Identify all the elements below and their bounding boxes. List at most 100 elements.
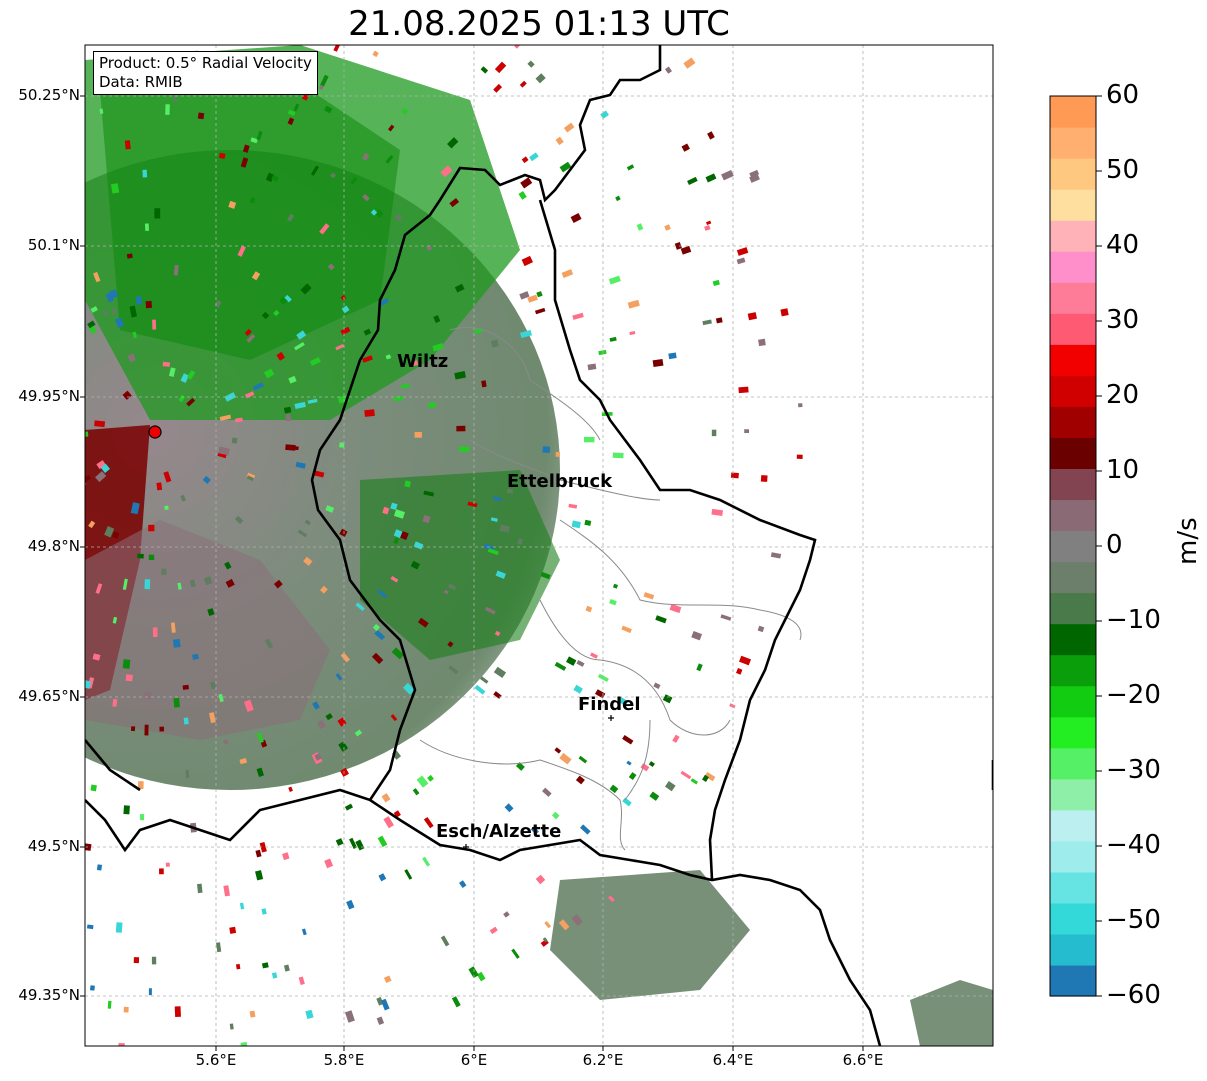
radar-echo-pixel xyxy=(514,45,520,49)
radar-echo-pixel xyxy=(125,674,133,682)
radar-echo-pixel xyxy=(192,653,199,660)
radar-echo-pixel xyxy=(380,998,390,1011)
radar-echo-pixel xyxy=(112,531,120,539)
radar-echo-pixel xyxy=(122,578,128,590)
radar-echo-pixel xyxy=(490,517,498,522)
radar-echo-pixel xyxy=(536,291,543,298)
radar-echo-pixel xyxy=(335,673,343,681)
radar-echo-pixel xyxy=(493,83,503,93)
radar-echo-pixel xyxy=(515,762,525,771)
radar-echo-pixel xyxy=(300,283,312,295)
lon-label: 5.8°E xyxy=(323,1051,365,1069)
radar-echo-pixel xyxy=(715,317,723,324)
radar-echo-pixel xyxy=(520,329,532,339)
radar-echo-pixel xyxy=(612,452,624,459)
radar-echo-pixel xyxy=(712,279,720,287)
colorbar-tick-label: 50 xyxy=(1106,155,1140,185)
radar-echo-pixel xyxy=(202,475,211,484)
radar-echo-pixel xyxy=(152,627,158,638)
radar-echo-pixel xyxy=(112,698,118,707)
radar-echo-pixel xyxy=(626,760,632,766)
radar-echo-pixel xyxy=(749,173,760,183)
radar-echo-pixel xyxy=(628,772,637,781)
radar-echo-pixel xyxy=(736,257,746,265)
radar-echo-pixel xyxy=(404,480,411,488)
radar-echo-pixel xyxy=(572,312,584,320)
radar-echo-pixel xyxy=(297,529,308,538)
colorbar-band xyxy=(1050,499,1096,532)
radar-echo-pixel xyxy=(770,552,782,559)
radar-echo-pixel xyxy=(102,310,109,317)
colorbar-band xyxy=(1050,654,1096,687)
colorbar-band xyxy=(1050,189,1096,221)
radar-echo-pixel xyxy=(668,352,677,360)
colorbar-tick-label: −10 xyxy=(1106,605,1161,635)
radar-echo-pixel xyxy=(104,526,115,538)
radar-echo-pixel xyxy=(325,713,333,721)
radar-echo-pixel xyxy=(252,382,264,391)
radar-echo-pixel xyxy=(183,717,189,725)
radar-echo-pixel xyxy=(133,957,140,964)
radar-echo-pixel xyxy=(160,568,167,576)
radar-echo-pixel xyxy=(527,294,538,303)
colorbar-tick-label: −20 xyxy=(1106,680,1161,710)
radar-echo-pixel xyxy=(449,198,460,208)
radar-echo-pixel xyxy=(371,652,384,665)
radar-echo-pixel xyxy=(683,57,696,69)
radar-echo-pixel xyxy=(518,191,527,200)
radar-echo-pixel xyxy=(378,873,387,882)
radar-echo-pixel xyxy=(570,213,582,223)
radar-echo-pixel xyxy=(423,490,435,497)
radar-echo-pixel xyxy=(95,583,103,594)
radar-echo-pixel xyxy=(520,177,533,189)
radar-echo-pixel xyxy=(218,446,230,456)
radar-echo-pixel xyxy=(294,342,305,351)
radar-echo-pixel xyxy=(139,813,145,821)
radar-echo-pixel xyxy=(374,209,384,218)
radar-echo-layer xyxy=(85,45,993,1046)
radar-echo-pixel xyxy=(115,922,123,933)
radar-echo-pixel xyxy=(312,701,320,710)
radar-echo-pixel xyxy=(324,858,334,869)
radar-echo-pixel xyxy=(187,370,196,380)
radar-echo-pixel xyxy=(287,109,296,116)
colorbar-tick-label: 40 xyxy=(1106,230,1140,260)
radar-echo-pixel xyxy=(427,774,434,782)
radar-echo-pixel xyxy=(411,360,419,367)
radar-echo-pixel xyxy=(511,948,520,959)
radar-echo-pixel xyxy=(388,124,395,132)
radar-echo-pixel xyxy=(758,338,766,347)
radar-echo-pixel xyxy=(282,852,290,861)
radar-echo-pixel xyxy=(90,784,97,792)
radar-echo-pixel xyxy=(798,403,803,408)
colorbar-band xyxy=(1050,344,1096,376)
radar-echo-pixel xyxy=(617,696,629,706)
colorbar-band xyxy=(1050,437,1096,470)
radar-echo-pixel xyxy=(264,638,274,649)
radar-echo-pixel xyxy=(203,576,213,586)
radar-echo-pixel xyxy=(135,296,143,305)
radar-echo-pixel xyxy=(423,817,434,829)
radar-echo-pixel xyxy=(239,757,248,765)
radar-echo-pixel xyxy=(412,788,420,796)
radar-echo-pixel xyxy=(225,578,235,588)
radar-echo-pixel xyxy=(317,719,326,730)
radar-echo-pixel xyxy=(691,630,703,641)
radar-echo-pixel xyxy=(259,842,267,853)
radar-echo-pixel xyxy=(112,616,118,624)
radar-echo-pixel xyxy=(218,693,224,703)
radar-echo-pixel xyxy=(376,997,384,1006)
radar-echo-pixel xyxy=(385,155,394,164)
radar-echo-pixel xyxy=(344,1010,355,1023)
radar-echo-pixel xyxy=(576,659,585,667)
radar-echo-pixel xyxy=(320,74,329,87)
radar-echo-pixel xyxy=(107,1000,112,1009)
radar-echo-pixel xyxy=(400,383,411,389)
radar-echo-pixel xyxy=(696,663,703,672)
radar-echo-pixel xyxy=(354,729,363,737)
colorbar-band xyxy=(1050,282,1096,314)
radar-echo-pixel xyxy=(609,598,617,606)
radar-echo-pixel xyxy=(674,241,682,250)
colorbar-tick-label: 10 xyxy=(1106,455,1140,485)
